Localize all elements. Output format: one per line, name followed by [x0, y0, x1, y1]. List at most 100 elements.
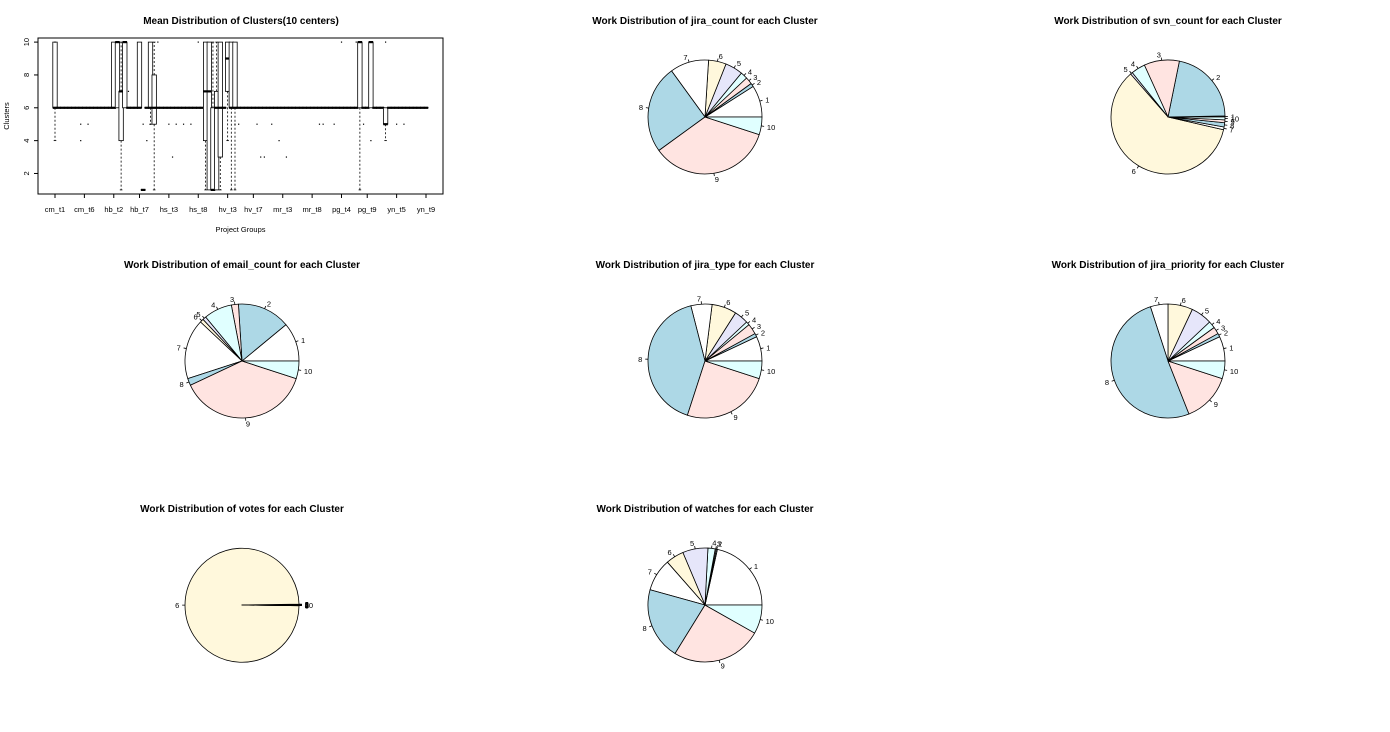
outlier-point — [182, 123, 185, 125]
plot-frame — [37, 37, 444, 195]
pie-slice-8 — [647, 70, 706, 151]
pie-slice-label: 6 — [668, 548, 672, 557]
pie-chart-svn-count: Work Distribution of svn_count for each … — [1054, 16, 1282, 176]
pie-label-tick — [183, 347, 187, 349]
pie-slice-label: 2 — [305, 601, 309, 610]
boxplot-chart: Mean Distribution of Clusters(10 centers… — [2, 16, 444, 234]
pie-slice-label: 3 — [230, 295, 234, 304]
pie-label-tick — [649, 625, 653, 628]
pie-label-tick — [1111, 379, 1115, 382]
pie-label-tick — [1215, 328, 1219, 331]
x-tick-label: cm_t6 — [74, 205, 94, 214]
pie-slice-label: 8 — [642, 624, 646, 633]
outlier-point — [197, 41, 199, 43]
pie-label-tick — [1211, 78, 1215, 81]
pie-slice-label: 3 — [753, 73, 757, 82]
outlier-point — [87, 123, 89, 125]
pie-slice-label: 1 — [1229, 343, 1233, 352]
x-axis-label: Project Groups — [215, 225, 265, 234]
pie-chart-jira-count: Work Distribution of jira_count for each… — [592, 16, 818, 184]
pie-slice-label: 3 — [1221, 323, 1225, 332]
pie-label-tick — [186, 381, 190, 384]
pie-slice-label: 3 — [305, 601, 309, 610]
pie-slice-label: 3 — [757, 322, 761, 331]
box — [382, 107, 389, 125]
pie-label-tick — [749, 567, 752, 570]
pie-label-tick — [759, 99, 763, 102]
pie-label-tick — [1209, 399, 1212, 403]
outlier-point — [278, 140, 280, 142]
outlier-point — [322, 123, 324, 125]
outlier-point — [234, 123, 236, 125]
pie-label-tick — [751, 83, 755, 86]
pie-chart-watches: Work Distribution of watches for each Cl… — [596, 504, 813, 671]
pie-label-tick — [1180, 302, 1182, 306]
pie-slice-label: 9 — [1214, 400, 1218, 409]
chart-title: Work Distribution of svn_count for each … — [1054, 16, 1282, 27]
pie-slice-10 — [704, 360, 763, 380]
pie-label-tick — [747, 321, 751, 324]
chart-title: Work Distribution of jira_priority for e… — [1052, 260, 1285, 271]
pie-slice-label: 3 — [717, 539, 721, 548]
pie-label-tick — [733, 65, 736, 69]
pie-slice-10 — [704, 116, 763, 136]
y-tick-label: 4 — [22, 139, 31, 143]
pie-label-tick — [1223, 127, 1227, 130]
pie-label-tick — [1201, 312, 1204, 316]
pie-slice-label: 6 — [175, 601, 179, 610]
x-tick-label: mr_t3 — [273, 205, 292, 214]
x-tick-label: yn_t9 — [417, 205, 435, 214]
outlier-point — [54, 41, 56, 43]
box — [217, 41, 223, 158]
chart-panel-votes: Work Distribution of votes for each Clus… — [9, 488, 472, 732]
outlier-point — [370, 140, 372, 142]
pie-slice-label: 9 — [733, 413, 737, 422]
outlier-point — [124, 41, 126, 43]
pie-slice-label: 4 — [1216, 317, 1220, 326]
pie-label-tick — [751, 327, 755, 330]
outlier-point — [146, 140, 148, 142]
y-tick-label: 6 — [22, 106, 31, 110]
pie-slice-label: 10 — [1230, 367, 1238, 376]
pie-label-tick — [654, 572, 657, 576]
pie-label-tick — [743, 73, 747, 76]
pie-slice-2 — [238, 303, 287, 362]
outlier-point — [285, 156, 288, 158]
pie-slice-label: 6 — [726, 298, 730, 307]
pie-slice-label: 4 — [752, 316, 756, 325]
outlier-point — [149, 123, 152, 125]
box — [357, 41, 363, 109]
x-tick-label: mr_t8 — [303, 205, 322, 214]
pie-slice-label: 7 — [305, 602, 309, 611]
pie-slice-label: 9 — [305, 601, 309, 610]
outlier-point — [263, 156, 265, 158]
pie-label-tick — [202, 315, 205, 319]
outlier-point — [333, 123, 335, 125]
pie-slice-label: 1 — [301, 336, 305, 345]
pie-label-tick — [717, 58, 719, 62]
pie-slice-label: 9 — [715, 175, 719, 184]
chart-panel-cluster-boxplot: Mean Distribution of Clusters(10 centers… — [0, 0, 463, 244]
pie-label-tick — [760, 347, 764, 349]
pie-label-tick — [1218, 333, 1222, 336]
pie-slice-label: 7 — [648, 568, 652, 577]
chart-title: Work Distribution of votes for each Clus… — [140, 504, 344, 515]
pie-chart-jira-type: Work Distribution of jira_type for each … — [596, 260, 815, 422]
x-tick-label: yn_t5 — [387, 205, 405, 214]
pie-slice-label: 1 — [766, 343, 770, 352]
pie-slice-label: 7 — [1229, 126, 1233, 135]
pie-slice-label: 2 — [1216, 73, 1220, 82]
y-tick-label: 8 — [22, 73, 31, 77]
pie-slice-label: 9 — [1231, 118, 1235, 127]
pie-slice-10 — [704, 604, 763, 634]
pie-slice-label: 2 — [1224, 329, 1228, 338]
outlier-point — [355, 41, 357, 43]
pie-slice-2 — [1167, 60, 1226, 118]
box — [122, 41, 128, 109]
box — [52, 41, 58, 109]
x-tick-label: pg_t4 — [332, 205, 351, 214]
chart-title: Work Distribution of watches for each Cl… — [596, 504, 813, 515]
pie-slice-9 — [658, 116, 760, 175]
pie-slice-label: 2 — [267, 299, 271, 308]
pie-slice-10 — [1167, 360, 1226, 380]
